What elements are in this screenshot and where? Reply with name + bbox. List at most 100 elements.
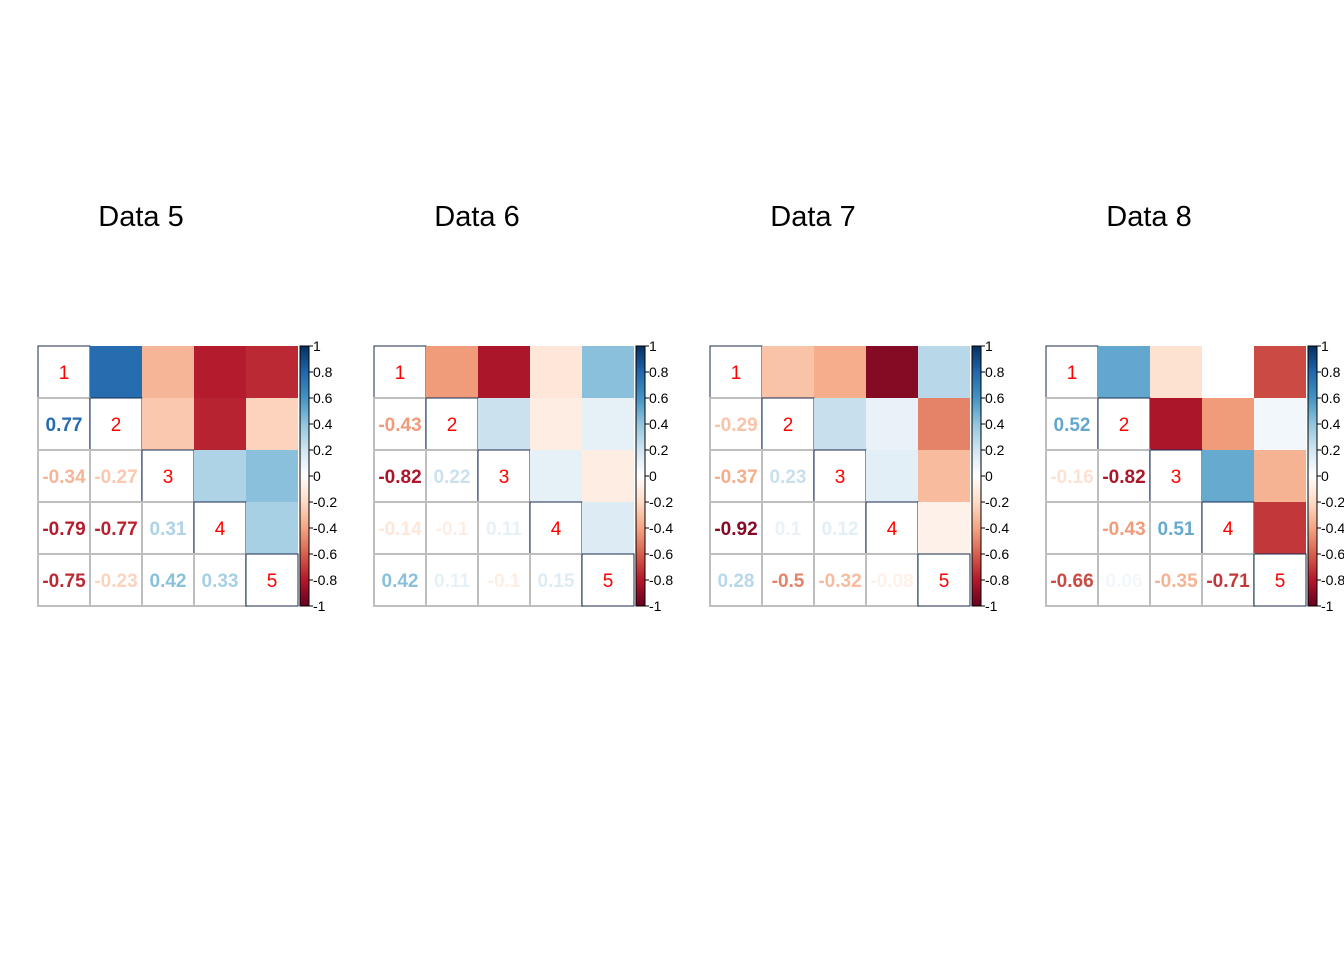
value-label: 0.77: [46, 415, 83, 436]
value-label: 0.06: [1106, 571, 1143, 592]
colorbar-tick-label: 1: [985, 338, 993, 354]
value-cell: [373, 397, 427, 451]
value-label: -0.92: [714, 519, 757, 540]
diagonal-cell: [1045, 345, 1099, 399]
value-cell: [425, 501, 479, 555]
variable-label: 2: [783, 415, 794, 436]
heatmap-cell: [582, 502, 634, 554]
colorbar-tick-label: -0.6: [985, 546, 1009, 562]
variable-label: 3: [499, 467, 510, 488]
value-label: -0.35: [1154, 571, 1198, 592]
value-label: -0.66: [1050, 571, 1093, 592]
value-label: -0.29: [714, 415, 757, 436]
colorbar-tick-label: 1: [649, 338, 657, 354]
value-cell: [813, 553, 867, 607]
heatmap-cell: [1150, 398, 1202, 450]
colorbar-tick-label: 1: [1321, 338, 1329, 354]
diagonal-cell: [141, 449, 195, 503]
colorbar-tick-label: -1: [1321, 598, 1334, 614]
value-cell: [1097, 501, 1151, 555]
heatmap-cell: [918, 450, 970, 502]
variable-label: 4: [215, 519, 226, 540]
diagonal-cell: [1097, 397, 1151, 451]
value-label: -0.08: [870, 571, 913, 592]
value-cell: [1097, 449, 1151, 503]
colorbar-tick-label: -1: [985, 598, 998, 614]
value-label: -0.79: [42, 519, 85, 540]
value-cell: [373, 553, 427, 607]
heatmap-cell: [530, 346, 582, 398]
diagonal-cell: [37, 345, 91, 399]
value-label: -0.1: [488, 571, 521, 592]
colorbar-tick-label: 0.2: [985, 442, 1005, 458]
value-label: -0.34: [42, 467, 86, 488]
heatmap-cell: [142, 398, 194, 450]
value-label: -0.32: [818, 571, 861, 592]
variable-label: 1: [395, 363, 406, 384]
diagonal-cell: [581, 553, 635, 607]
colorbar-tick-label: 0.4: [649, 416, 669, 432]
value-label: 0: [1067, 519, 1078, 540]
heatmap-cell: [1254, 450, 1306, 502]
variable-label: 3: [163, 467, 174, 488]
colorbar-tick-label: -0.8: [649, 572, 673, 588]
heatmap-cell: [1254, 398, 1306, 450]
colorbar: [1307, 345, 1318, 607]
value-label: 0.28: [718, 571, 755, 592]
heatmap-cell: [762, 346, 814, 398]
value-label: 0.12: [822, 519, 859, 540]
colorbar-tick-label: -0.6: [313, 546, 337, 562]
diagonal-cell: [1253, 553, 1307, 607]
value-cell: [425, 553, 479, 607]
colorbar-tick-label: -0.8: [1321, 572, 1344, 588]
colorbar-tick-label: 0: [985, 468, 993, 484]
variable-label: 1: [59, 363, 70, 384]
colorbar-tick-label: 0.8: [313, 364, 333, 380]
diagonal-cell: [1201, 501, 1255, 555]
heatmap-cell: [1202, 398, 1254, 450]
colorbar: [635, 345, 646, 607]
value-label: 0.42: [382, 571, 419, 592]
colorbar-tick-label: -0.8: [313, 572, 337, 588]
colorbar-tick-label: 1: [313, 338, 321, 354]
colorbar-tick-label: -0.2: [313, 494, 337, 510]
value-label: -0.5: [772, 571, 805, 592]
value-label: 0.52: [1054, 415, 1091, 436]
heatmap-cell: [194, 346, 246, 398]
value-label: 0.33: [202, 571, 239, 592]
colorbar-tick-label: 0.6: [1321, 390, 1341, 406]
diagonal-cell: [373, 345, 427, 399]
variable-label: 5: [267, 571, 278, 592]
value-label: -0.77: [94, 519, 137, 540]
heatmap-cell: [246, 502, 298, 554]
colorbar-tick-label: 0.2: [649, 442, 669, 458]
colorbar-tick-label: 0.4: [313, 416, 333, 432]
diagonal-cell: [193, 501, 247, 555]
heatmap-cell: [582, 450, 634, 502]
colorbar-tick-label: 0.4: [1321, 416, 1341, 432]
value-cell: [1045, 501, 1099, 555]
value-cell: [1045, 449, 1099, 503]
colorbar-tick-label: 0.2: [313, 442, 333, 458]
chart-title: Data 6: [434, 201, 519, 233]
colorbar-tick-label: -0.2: [1321, 494, 1344, 510]
heatmap-cell: [814, 398, 866, 450]
colorbar-tick-label: -0.4: [649, 520, 673, 536]
value-label: 0.22: [434, 467, 471, 488]
variable-label: 3: [835, 467, 846, 488]
colorbar-tick-label: 0.8: [985, 364, 1005, 380]
heatmap-cell: [866, 398, 918, 450]
heatmap-cell: [1202, 450, 1254, 502]
variable-label: 2: [1119, 415, 1130, 436]
heatmap-cell: [194, 398, 246, 450]
colorbar-tick-label: 0.8: [1321, 364, 1341, 380]
colorbar-tick-label: 0.2: [1321, 442, 1341, 458]
variable-label: 4: [887, 519, 898, 540]
heatmap-cell: [582, 398, 634, 450]
diagonal-cell: [89, 397, 143, 451]
heatmap-cell: [478, 346, 530, 398]
heatmap-cell: [530, 450, 582, 502]
variable-label: 1: [1067, 363, 1078, 384]
value-label: 0.23: [770, 467, 807, 488]
